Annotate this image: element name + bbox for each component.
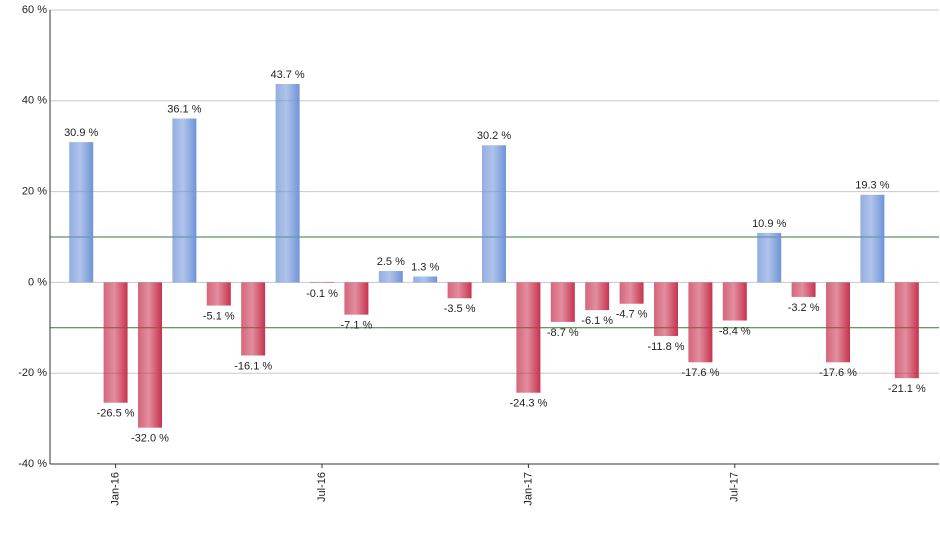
value-label: -17.6 % (819, 367, 857, 379)
bar (860, 194, 885, 283)
value-label: -3.5 % (444, 303, 476, 315)
bar (206, 282, 231, 306)
bar (138, 282, 162, 428)
value-label: -6.1 % (581, 315, 613, 327)
value-label: 1.3 % (411, 261, 439, 273)
y-tick-label: 0 % (28, 276, 47, 288)
bar (722, 282, 747, 321)
y-tick-label: 40 % (22, 95, 47, 107)
bar (241, 282, 266, 356)
bar (791, 282, 816, 297)
bar (550, 282, 575, 322)
bar (172, 118, 197, 283)
x-tick-label: Jul-17 (729, 472, 741, 502)
bar (103, 282, 128, 403)
bar (688, 282, 713, 363)
value-label: -8.7 % (547, 327, 579, 339)
value-label: 2.5 % (377, 256, 405, 268)
value-label: -16.1 % (234, 360, 272, 372)
bar (757, 232, 782, 283)
value-label: -7.1 % (341, 320, 373, 332)
bar (275, 84, 300, 283)
x-tick-label: Jan-16 (110, 472, 122, 506)
bar (344, 282, 369, 315)
y-tick-label: 20 % (22, 186, 47, 198)
bar (447, 282, 472, 299)
bar (826, 282, 850, 363)
value-label: 43.7 % (270, 69, 304, 81)
bar (585, 282, 610, 311)
value-label: 10.9 % (752, 218, 786, 230)
value-label: -17.6 % (681, 367, 719, 379)
bar (894, 282, 919, 379)
bar (69, 142, 94, 283)
value-label: -32.0 % (131, 433, 169, 445)
x-tick-label: Jan-17 (522, 472, 534, 506)
value-label: -24.3 % (509, 398, 547, 410)
value-label: -21.1 % (888, 383, 926, 395)
x-tick-label: Jul-16 (316, 472, 328, 502)
bar (516, 282, 541, 393)
value-label: 36.1 % (167, 103, 201, 115)
value-label: -4.7 % (616, 309, 648, 321)
value-label: 30.2 % (477, 130, 511, 142)
y-tick-label: -20 % (18, 367, 47, 379)
bar (413, 276, 438, 283)
y-tick-label: -40 % (18, 458, 47, 470)
bar (310, 282, 334, 283)
bar (482, 145, 506, 283)
value-label: -11.8 % (647, 341, 684, 353)
value-label: -3.2 % (788, 302, 820, 314)
value-label: 30.9 % (64, 127, 98, 139)
value-label: -8.4 % (719, 325, 751, 337)
y-tick-label: 60 % (22, 4, 47, 16)
value-label: -0.1 % (306, 288, 338, 300)
bar (619, 282, 644, 304)
value-label: -26.5 % (97, 408, 135, 420)
value-label: 19.3 % (855, 180, 889, 192)
value-label: -5.1 % (203, 310, 235, 322)
bar (378, 271, 403, 283)
bar (654, 282, 678, 336)
